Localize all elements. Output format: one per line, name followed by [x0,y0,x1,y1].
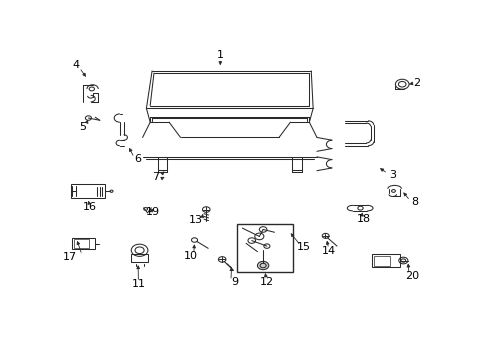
Text: 17: 17 [63,252,77,262]
Text: 10: 10 [183,251,197,261]
Bar [373,256,389,266]
Text: 7: 7 [152,172,159,183]
Text: 8: 8 [410,197,417,207]
Bar [371,254,400,267]
Text: 15: 15 [296,243,310,252]
Text: 11: 11 [131,279,145,289]
Text: 16: 16 [82,202,96,212]
Text: 13: 13 [189,215,203,225]
Text: 20: 20 [404,271,418,281]
Text: 2: 2 [412,77,419,87]
Bar [236,224,292,273]
Text: 18: 18 [357,214,370,224]
Bar [70,184,104,198]
Text: 1: 1 [216,50,224,60]
Text: 14: 14 [321,246,335,256]
Text: 9: 9 [230,278,237,287]
Text: 6: 6 [134,154,141,164]
Text: 19: 19 [145,207,160,217]
Text: 3: 3 [388,170,395,180]
Text: 4: 4 [73,60,80,70]
Bar [74,239,89,248]
Text: 12: 12 [259,277,273,287]
Bar [131,254,148,262]
Text: 5: 5 [80,122,86,132]
Bar [72,238,95,249]
Circle shape [257,261,268,270]
